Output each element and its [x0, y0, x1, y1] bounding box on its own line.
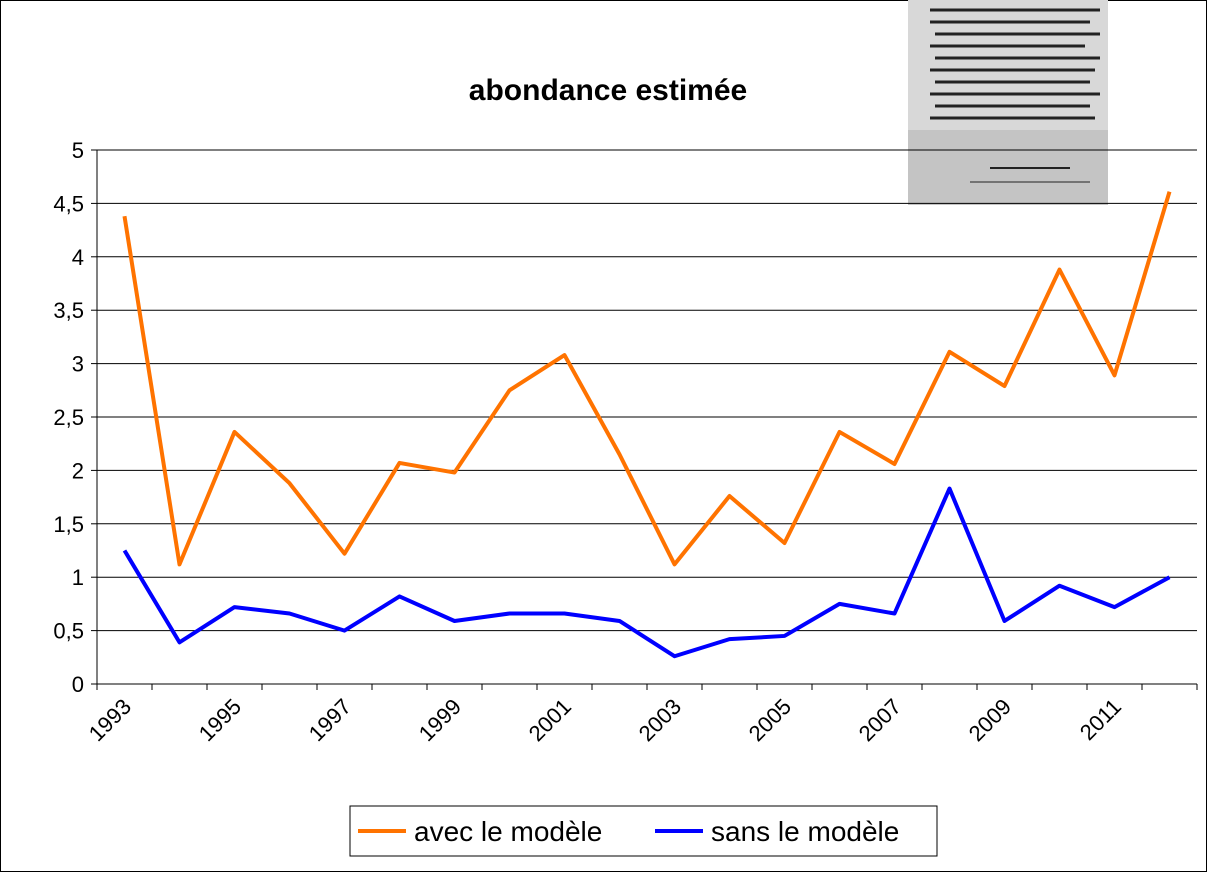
y-tick-label: 3	[72, 352, 84, 377]
decorative-image	[908, 0, 1108, 205]
chart-title: abondance estimée	[469, 74, 747, 107]
y-tick-label: 1,5	[53, 512, 84, 537]
y-tick-label: 5	[72, 138, 84, 163]
y-tick-label: 4	[72, 245, 84, 270]
y-tick-label: 4,5	[53, 191, 84, 216]
legend-label: sans le modèle	[711, 816, 899, 847]
y-tick-label: 3,5	[53, 298, 84, 323]
y-tick-label: 2	[72, 458, 84, 483]
y-tick-label: 0	[72, 672, 84, 697]
page: {"chart_data": {"type": "line", "title":…	[0, 0, 1207, 872]
y-tick-label: 0,5	[53, 619, 84, 644]
legend-label: avec le modèle	[414, 816, 602, 847]
y-tick-label: 1	[72, 565, 84, 590]
chart: abondance estimée 00,511,522,533,544,551…	[0, 0, 1207, 872]
y-tick-label: 2,5	[53, 405, 84, 430]
